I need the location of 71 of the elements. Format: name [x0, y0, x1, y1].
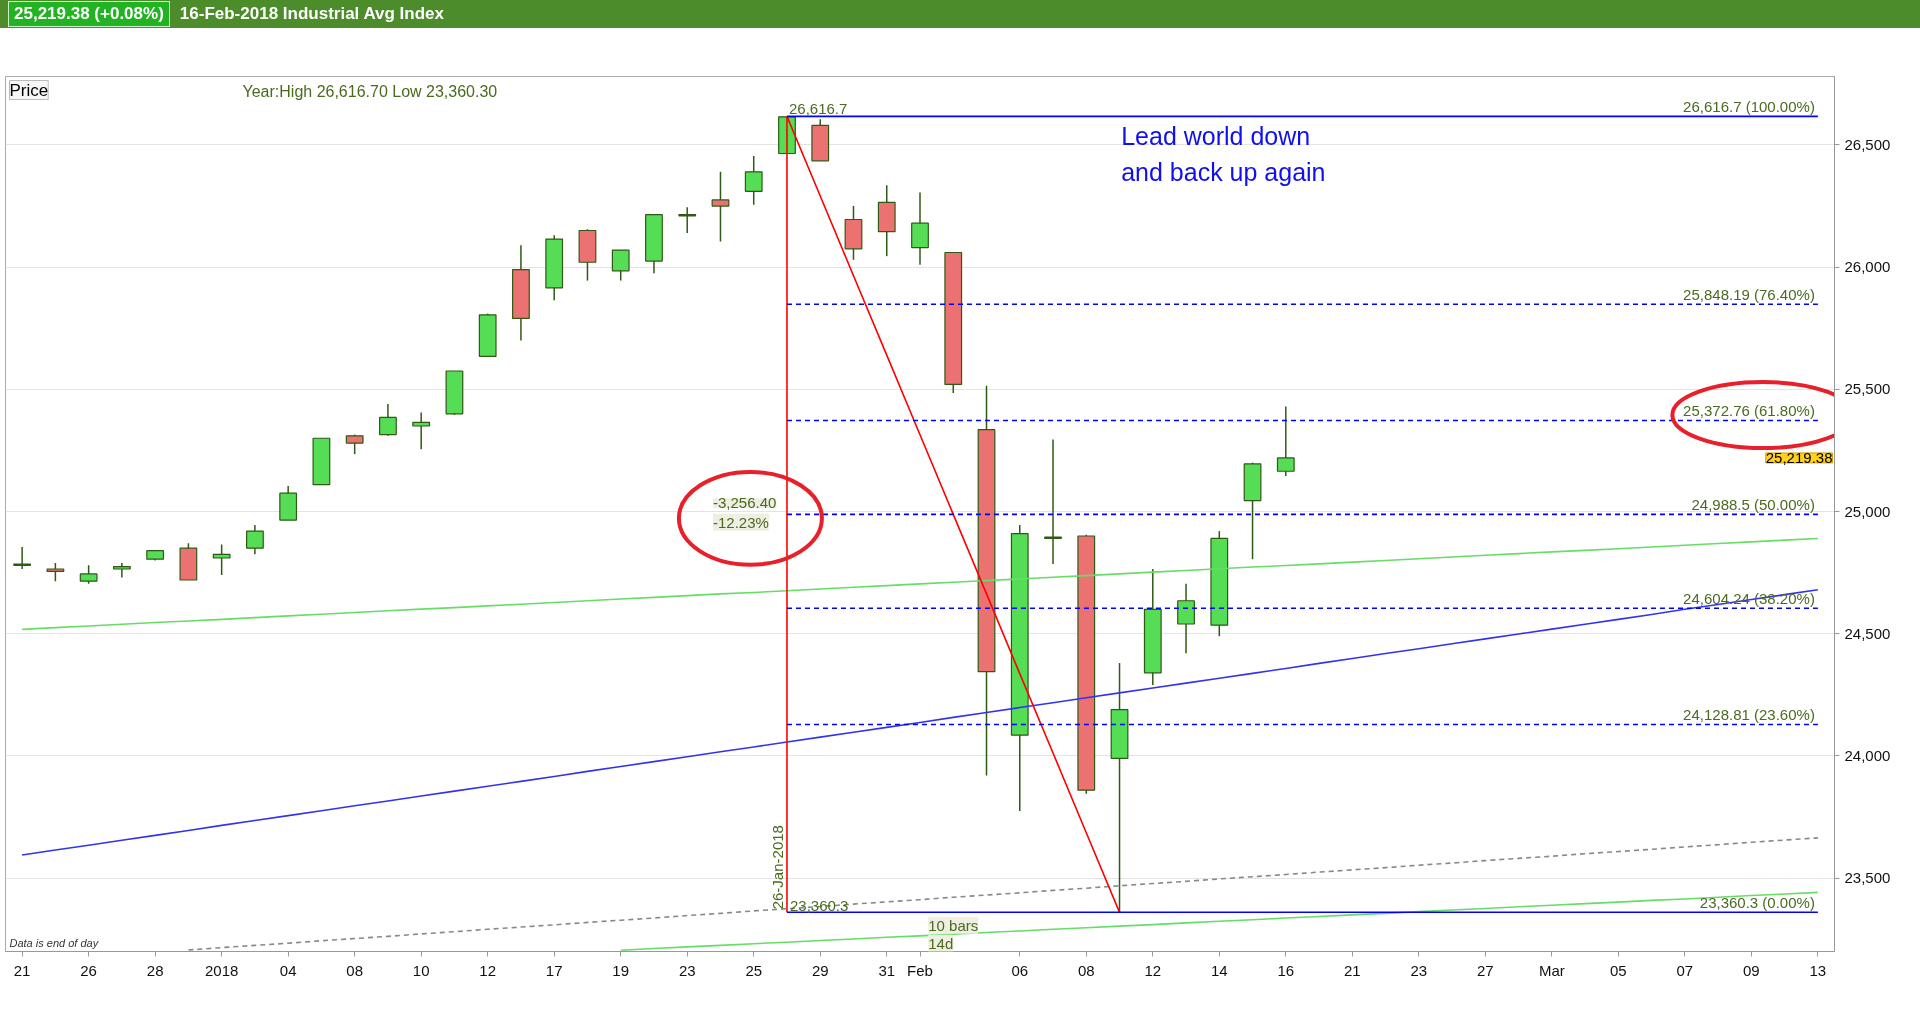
- y-tick-label: 25,000: [1844, 502, 1891, 520]
- x-tick-label: 08: [1077, 961, 1095, 979]
- series-label: 23,360.3 (0.00%): [1699, 894, 1815, 912]
- series-label: 25,372.76 (61.80%): [1683, 402, 1815, 420]
- series-label: 25,848.19 (76.40%): [1683, 286, 1815, 304]
- x-tick-label: 08: [346, 961, 364, 979]
- annotation: and back up again: [1121, 158, 1326, 186]
- chart-title: 16-Feb-2018 Industrial Avg Index: [179, 2, 445, 25]
- annotation: -3,256.40: [712, 494, 777, 512]
- candlestick: [611, 249, 630, 282]
- annotation: 26,616.7: [788, 100, 848, 118]
- x-tick-label: 13: [1809, 961, 1827, 979]
- x-tick-label: 12: [479, 961, 497, 979]
- x-tick-label: 04: [279, 961, 297, 979]
- series-label: 24,988.5 (50.00%): [1691, 496, 1815, 514]
- annotation: 14d: [928, 934, 954, 952]
- annotation: 25,219.38: [1765, 448, 1833, 466]
- y-tick-label: 25,500: [1844, 380, 1891, 398]
- y-tick-label: 24,000: [1844, 746, 1891, 764]
- x-tick-label: 10: [412, 961, 430, 979]
- x-tick-label: 12: [1144, 961, 1162, 979]
- y-tick-label: 26,500: [1844, 135, 1891, 153]
- x-tick-label: 25: [745, 961, 763, 979]
- x-tick-label: 06: [1011, 961, 1029, 979]
- candlestick: [412, 411, 431, 450]
- candlestick: [744, 155, 763, 206]
- x-tick-label: 16: [1277, 961, 1295, 979]
- chart-subtitle: Year:High 26,616.70 Low 23,360.30: [242, 82, 498, 100]
- x-tick-label: Mar: [1538, 961, 1565, 979]
- candlestick: [13, 546, 32, 570]
- y-tick-label: 26,000: [1844, 258, 1891, 276]
- x-tick-label: 07: [1676, 961, 1694, 979]
- y-axis-title: Price: [9, 80, 49, 100]
- x-tick-label: 29: [811, 961, 829, 979]
- candlestick: [112, 562, 131, 579]
- x-tick-label: 21: [1343, 961, 1361, 979]
- x-tick-label: Feb: [907, 961, 933, 979]
- candlestick: [1276, 405, 1295, 477]
- y-tick-label: 24,500: [1844, 624, 1891, 642]
- candlestick: [46, 562, 65, 582]
- candlestick: [711, 171, 730, 243]
- candlestick: [79, 564, 98, 585]
- series-label: 26,616.7 (100.00%): [1683, 98, 1815, 116]
- x-tick-label: 09: [1743, 961, 1760, 979]
- x-tick-label: 21: [13, 961, 31, 979]
- series-label: 24,128.81 (23.60%): [1683, 706, 1815, 724]
- x-tick-label: 05: [1610, 961, 1627, 979]
- annotation: 26-Jan-2018: [768, 825, 786, 910]
- annotation: Data is end of day: [9, 936, 100, 949]
- x-tick-label: 2018: [204, 961, 239, 979]
- x-tick-label: 31: [878, 961, 896, 979]
- x-tick-label: 27: [1476, 961, 1494, 979]
- line-series: [21, 537, 1819, 631]
- series-label: 24,604.24 (38.20%): [1683, 590, 1815, 608]
- annotation: -12.23%: [712, 513, 769, 531]
- x-tick-label: 19: [612, 961, 630, 979]
- x-tick-label: 26: [80, 961, 97, 979]
- x-tick-label: 23: [678, 961, 696, 979]
- candlestick: [212, 543, 231, 576]
- annotation: Lead world down: [1121, 122, 1311, 150]
- x-tick-label: 14: [1210, 961, 1228, 979]
- x-tick-label: 23: [1410, 961, 1428, 979]
- x-tick-label: 17: [545, 961, 563, 979]
- y-tick-label: 23,500: [1844, 869, 1891, 887]
- candlestick: [1177, 582, 1195, 655]
- candlestick: [379, 403, 397, 437]
- x-tick-label: 28: [146, 961, 164, 979]
- text: 25,219.38 (+0.08%): [8, 0, 170, 28]
- candlestick: [246, 524, 264, 556]
- annotation: 23,360.3: [789, 897, 849, 915]
- annotation: 10 bars: [928, 916, 979, 934]
